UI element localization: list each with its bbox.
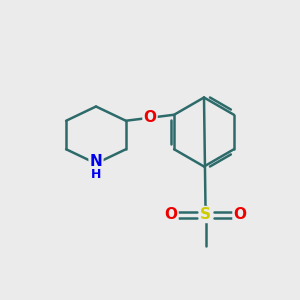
Text: N: N xyxy=(90,154,102,169)
Text: O: O xyxy=(164,207,178,222)
Text: H: H xyxy=(91,168,101,182)
Text: S: S xyxy=(200,207,211,222)
Text: O: O xyxy=(233,207,247,222)
Text: O: O xyxy=(143,110,157,125)
